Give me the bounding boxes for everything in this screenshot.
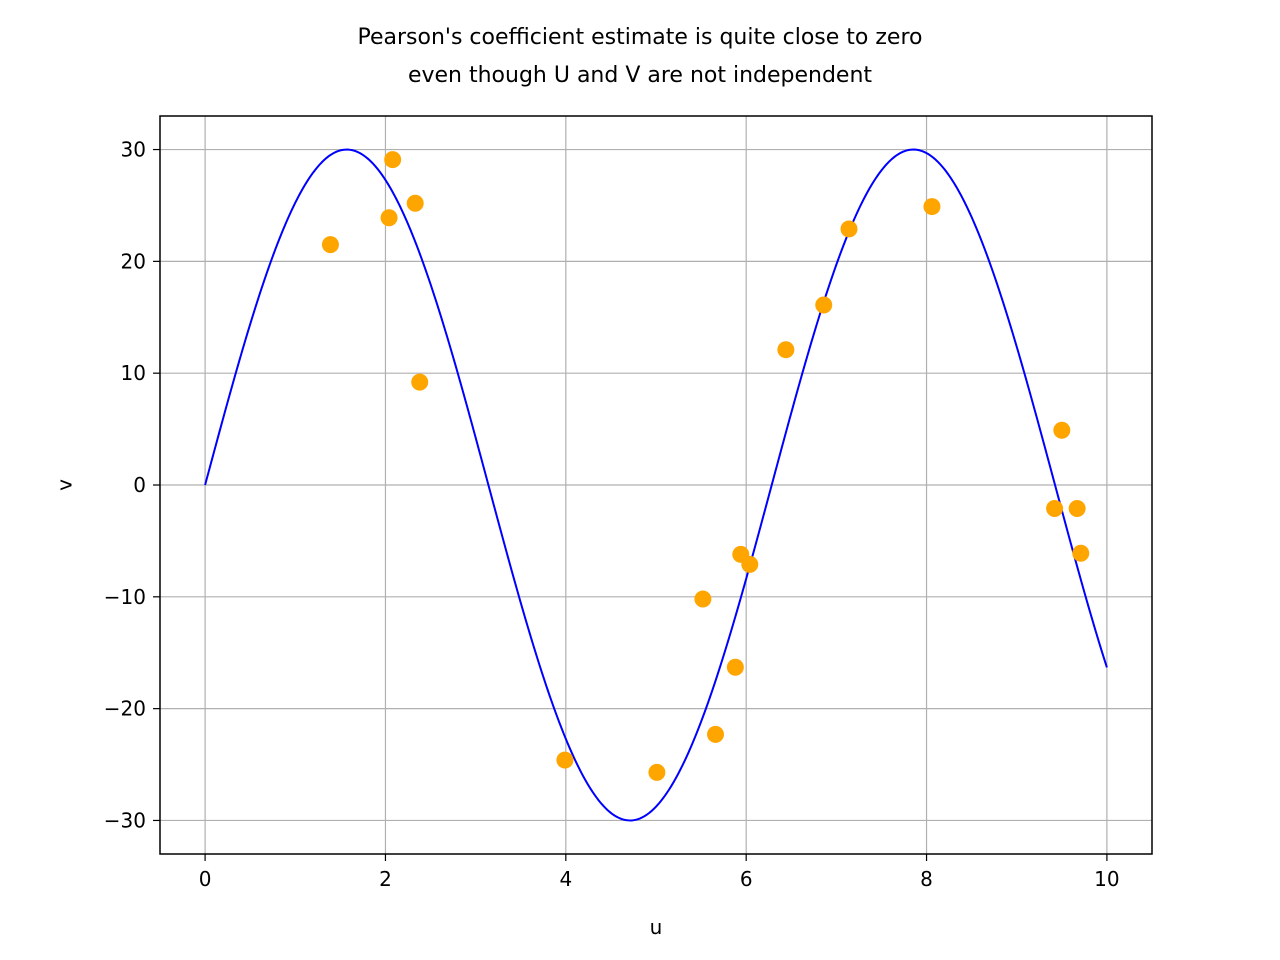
y-tick-label: −20 bbox=[104, 697, 146, 721]
scatter-point bbox=[556, 751, 574, 769]
scatter-point bbox=[726, 658, 744, 676]
chart-title-line-2: even though U and V are not independent bbox=[408, 63, 872, 88]
x-tick-label: 8 bbox=[920, 867, 933, 891]
scatter-point bbox=[777, 341, 795, 359]
scatter-series bbox=[321, 151, 1090, 781]
scatter-point bbox=[411, 373, 429, 391]
scatter-point bbox=[815, 296, 833, 314]
scatter-point bbox=[840, 220, 858, 238]
y-tick-label: −10 bbox=[104, 585, 146, 609]
scatter-point bbox=[923, 198, 941, 216]
scatter-point bbox=[1068, 499, 1086, 517]
scatter-point bbox=[321, 236, 339, 254]
chart-title-line-1: Pearson's coefficient estimate is quite … bbox=[358, 25, 923, 50]
scatter-point bbox=[380, 209, 398, 227]
scatter-point bbox=[1046, 499, 1064, 517]
x-axis-label: u bbox=[650, 915, 663, 939]
y-axis-label: v bbox=[53, 479, 77, 491]
x-tick-label: 6 bbox=[740, 867, 753, 891]
sine-series bbox=[204, 148, 1108, 822]
scatter-point bbox=[384, 151, 402, 169]
scatter-point bbox=[406, 194, 424, 212]
x-tick-label: 4 bbox=[559, 867, 572, 891]
scatter-point bbox=[648, 763, 666, 781]
y-axis: −30 −20 −10 0 10 20 30 bbox=[104, 138, 160, 832]
y-tick-label: −30 bbox=[104, 808, 146, 832]
sine-curve bbox=[204, 148, 1108, 822]
scatter-point bbox=[1072, 544, 1090, 562]
y-tick-label: 30 bbox=[121, 138, 146, 162]
y-tick-label: 20 bbox=[121, 249, 146, 273]
scatter-point bbox=[707, 725, 725, 743]
x-tick-label: 10 bbox=[1094, 867, 1119, 891]
y-tick-label: 10 bbox=[121, 361, 146, 385]
scatter-point bbox=[741, 555, 759, 573]
scatter-point bbox=[1053, 421, 1071, 439]
scatter-point bbox=[694, 590, 712, 608]
grid bbox=[160, 116, 1152, 854]
y-tick-label: 0 bbox=[133, 473, 146, 497]
x-tick-label: 0 bbox=[199, 867, 212, 891]
x-axis: 0 2 4 6 8 10 bbox=[199, 854, 1120, 891]
x-tick-label: 2 bbox=[379, 867, 392, 891]
